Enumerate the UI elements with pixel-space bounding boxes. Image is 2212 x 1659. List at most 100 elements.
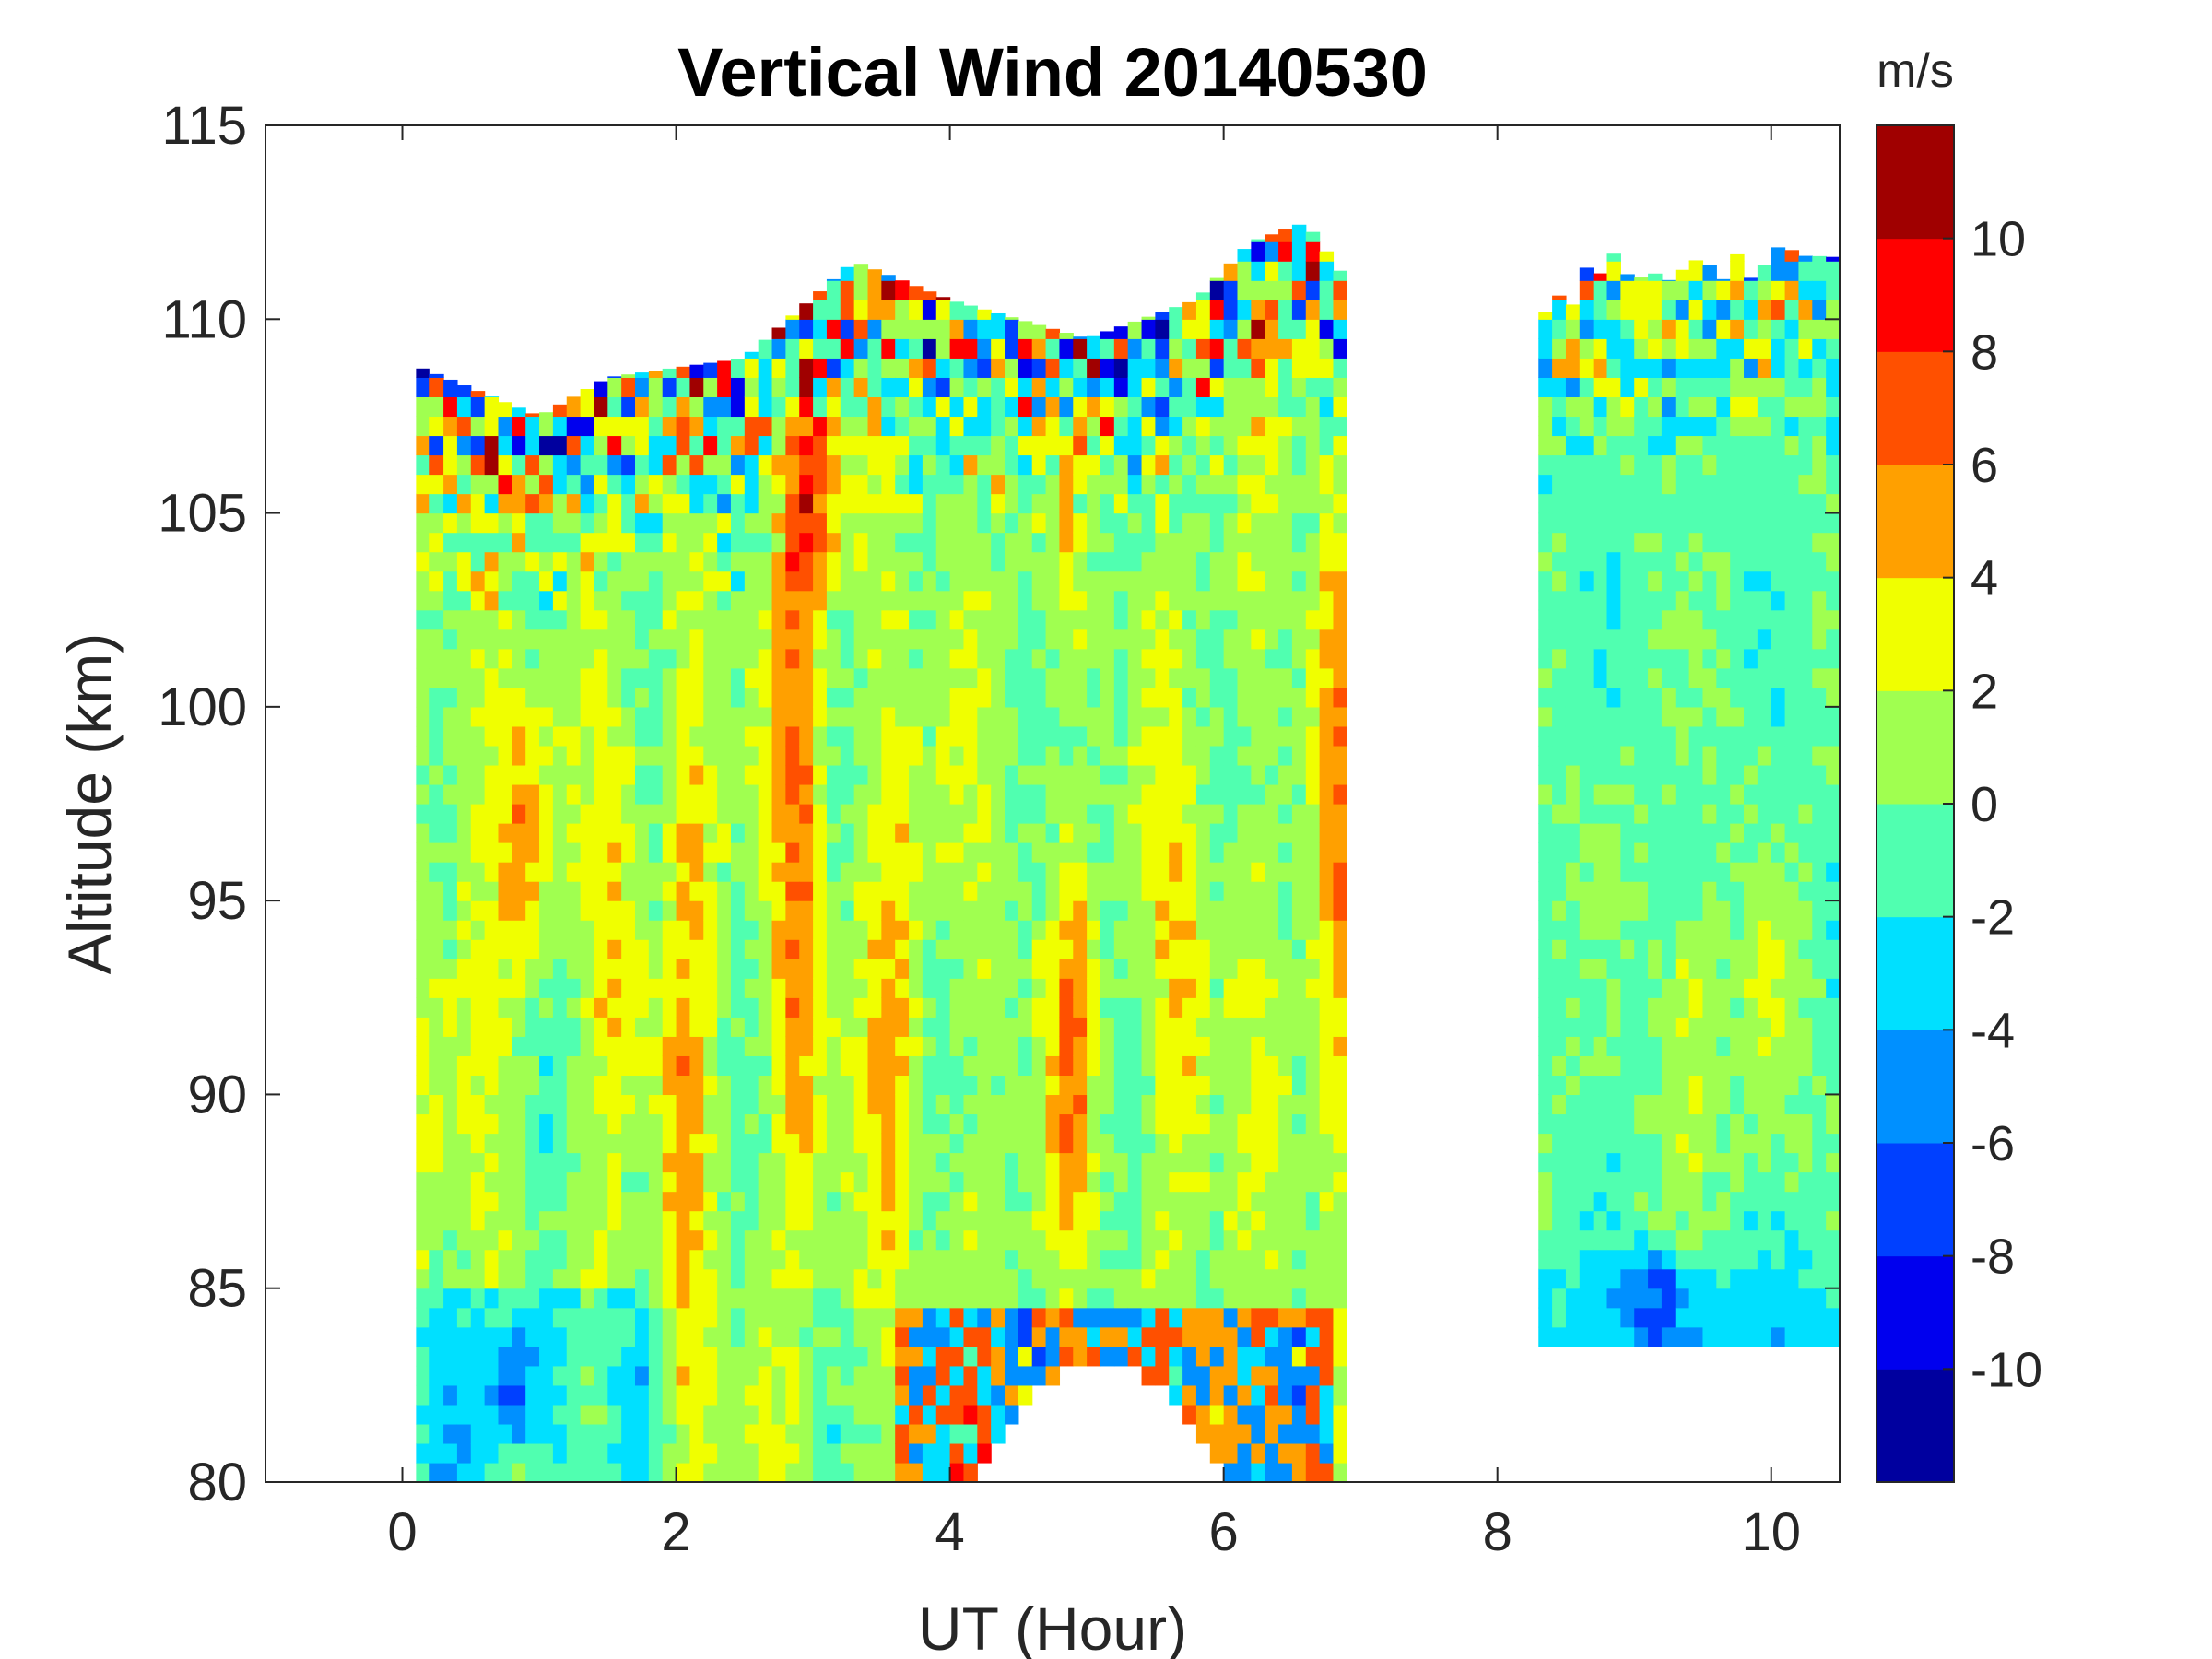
- contour-cell: [1702, 571, 1717, 592]
- contour-cell: [895, 590, 910, 611]
- contour-cell: [1059, 687, 1074, 708]
- contour-cell: [963, 1384, 978, 1406]
- contour-cell: [429, 706, 444, 727]
- contour-cell: [1265, 725, 1279, 747]
- contour-cell: [744, 706, 759, 727]
- contour-cell: [840, 435, 855, 456]
- contour-cell: [1565, 416, 1581, 437]
- contour-cell: [826, 764, 841, 785]
- contour-cell: [1661, 1036, 1677, 1056]
- contour-cell: [840, 920, 855, 940]
- contour-cell: [730, 359, 746, 378]
- contour-cell: [1059, 1075, 1074, 1096]
- contour-cell: [621, 551, 636, 572]
- contour-cell: [1648, 300, 1663, 320]
- contour-cell: [1606, 416, 1621, 437]
- contour-cell: [1716, 1326, 1731, 1347]
- contour-cell: [525, 532, 540, 553]
- contour-cell: [1744, 939, 1759, 959]
- contour-cell: [703, 862, 718, 882]
- contour-cell: [963, 978, 978, 998]
- contour-cell: [416, 609, 430, 630]
- contour-cell: [1675, 881, 1690, 901]
- contour-cell: [1593, 997, 1608, 1018]
- contour-cell: [1251, 881, 1265, 901]
- contour-cell: [566, 959, 582, 979]
- contour-cell: [1127, 745, 1143, 766]
- contour-cell: [1169, 862, 1183, 882]
- contour-cell: [648, 862, 664, 882]
- contour-cell: [895, 939, 910, 959]
- contour-cell: [525, 648, 540, 669]
- contour-cell: [470, 1230, 486, 1251]
- contour-cell: [1265, 358, 1279, 378]
- contour-cell: [498, 764, 512, 785]
- contour-cell: [1319, 1404, 1335, 1425]
- contour-cell: [1579, 396, 1594, 418]
- contour-cell: [607, 571, 622, 592]
- contour-cell: [635, 629, 650, 650]
- contour-cell: [429, 997, 444, 1018]
- contour-cell: [1031, 474, 1047, 495]
- contour-cell: [512, 745, 526, 766]
- contour-cell: [1209, 881, 1225, 901]
- contour-cell: [1291, 1191, 1307, 1212]
- contour-cell: [1579, 319, 1594, 339]
- contour-cell: [594, 1365, 608, 1386]
- contour-cell: [1223, 1404, 1239, 1425]
- contour-cell: [909, 1075, 924, 1096]
- contour-cell: [1730, 1230, 1745, 1251]
- contour-cell: [703, 1017, 718, 1037]
- contour-cell: [1675, 1152, 1690, 1173]
- contour-cell: [552, 1055, 568, 1076]
- contour-cell: [771, 1152, 786, 1173]
- contour-cell: [1209, 842, 1225, 863]
- contour-cell: [648, 454, 664, 476]
- contour-cell: [580, 1171, 595, 1193]
- contour-cell: [730, 1133, 746, 1154]
- contour-cell: [484, 1346, 500, 1367]
- contour-cell: [1333, 1113, 1347, 1135]
- contour-cell: [1209, 764, 1225, 785]
- contour-cell: [785, 1326, 800, 1347]
- contour-cell: [498, 1133, 512, 1154]
- contour-cell: [1237, 532, 1252, 553]
- contour-cell: [484, 1462, 500, 1482]
- contour-cell: [525, 416, 540, 437]
- contour-cell: [1552, 377, 1567, 397]
- contour-cell: [1634, 842, 1649, 863]
- contour-cell: [1045, 435, 1061, 456]
- contour-cell: [607, 1462, 622, 1482]
- contour-cell: [1688, 1055, 1704, 1076]
- contour-cell: [717, 396, 732, 418]
- contour-cell: [895, 1365, 910, 1386]
- contour-cell: [730, 881, 746, 901]
- contour-cell: [456, 454, 472, 476]
- contour-cell: [1005, 745, 1019, 766]
- contour-cell: [1059, 1288, 1074, 1309]
- contour-cell: [498, 629, 512, 650]
- contour-cell: [1223, 667, 1239, 688]
- contour-cell: [1552, 1133, 1567, 1154]
- contour-cell: [498, 978, 512, 998]
- contour-cell: [881, 280, 896, 300]
- contour-cell: [1265, 764, 1279, 785]
- contour-cell: [470, 959, 486, 979]
- contour-cell: [1100, 1094, 1115, 1115]
- contour-cell: [525, 1210, 540, 1231]
- contour-cell: [1688, 590, 1704, 611]
- contour-cell: [1127, 823, 1143, 843]
- contour-cell: [1716, 1210, 1731, 1231]
- contour-cell: [785, 377, 800, 397]
- contour-cell: [1688, 725, 1704, 747]
- contour-cell: [1319, 474, 1335, 495]
- contour-cell: [1333, 1036, 1347, 1056]
- contour-cell: [416, 1230, 430, 1251]
- contour-cell: [662, 609, 677, 630]
- contour-cell: [676, 978, 691, 998]
- contour-cell: [525, 745, 540, 766]
- contour-cell: [1265, 1210, 1279, 1231]
- contour-cell: [1182, 978, 1197, 998]
- contour-cell: [621, 1133, 636, 1154]
- contour-cell: [580, 842, 595, 863]
